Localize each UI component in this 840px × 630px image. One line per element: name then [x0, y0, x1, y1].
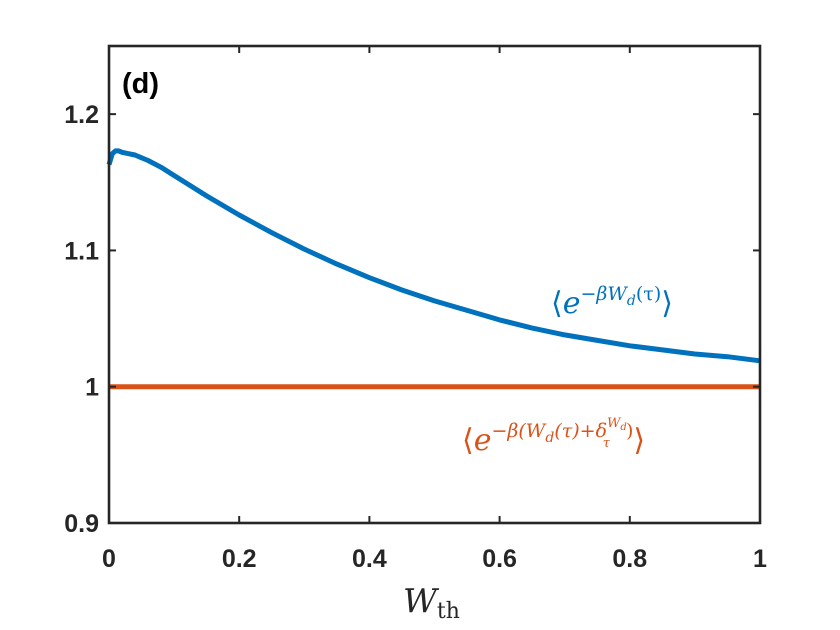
series-2-annotation-open: ⟨ [462, 423, 474, 458]
x-tick-label: 1 [753, 545, 767, 573]
x-tick-label: 0.4 [352, 545, 387, 573]
panel-label: (d) [122, 68, 159, 100]
series-1-annotation-tail: (τ) [636, 283, 661, 305]
series-2-annotation-sup1: −β(W [491, 420, 546, 442]
series-2-annotation-sub1: d [545, 430, 554, 446]
series-2-annotation-base: e [474, 423, 492, 458]
x-axis-label-sub: th [437, 599, 460, 624]
series-2-annotation-sub2: τ [603, 436, 611, 451]
series-1-annotation-close: ⟩ [661, 286, 673, 321]
series-layer [106, 148, 761, 390]
x-tick-label: 0.6 [482, 545, 517, 573]
series-2-annotation-sup2: (τ)+δ [554, 420, 607, 442]
series-1-annotation: ⟨e−βWd(τ)⟩ [551, 283, 673, 321]
series-1-annotation-open: ⟨ [551, 286, 563, 321]
series-1-annotation-base: e [563, 286, 581, 321]
series-2-annotation: ⟨e−β(Wd(τ)+δWd τ)⟩ [462, 416, 645, 458]
y-tick-label: 1.2 [64, 101, 99, 129]
x-axis-label-main: W [403, 581, 440, 620]
x-tick-label: 0.8 [612, 545, 647, 573]
series-1-annotation-sup: −βW [580, 283, 628, 305]
tick-layer: 0 0.2 0.4 0.6 0.8 1 0.9 1 1.1 1.2 [64, 46, 767, 573]
x-tick-label: 0.2 [222, 545, 257, 573]
x-axis-label: Wth [403, 581, 460, 624]
axes-box [107, 44, 762, 525]
series-2-annotation-close: ⟩ [633, 423, 645, 458]
y-tick-label: 0.9 [64, 510, 99, 538]
series-2-annotation-close2: ) [626, 420, 633, 442]
series-1-annotation-sub: d [627, 293, 636, 309]
y-tick-label: 1.1 [64, 237, 99, 265]
plot-area [109, 46, 760, 523]
series-1-line [106, 148, 761, 364]
y-tick-label: 1 [85, 374, 99, 402]
series-2-annotation-supsup: W [607, 416, 622, 431]
series-2-annotation-supsupsub: d [620, 422, 626, 433]
x-tick-label: 0 [102, 545, 116, 573]
